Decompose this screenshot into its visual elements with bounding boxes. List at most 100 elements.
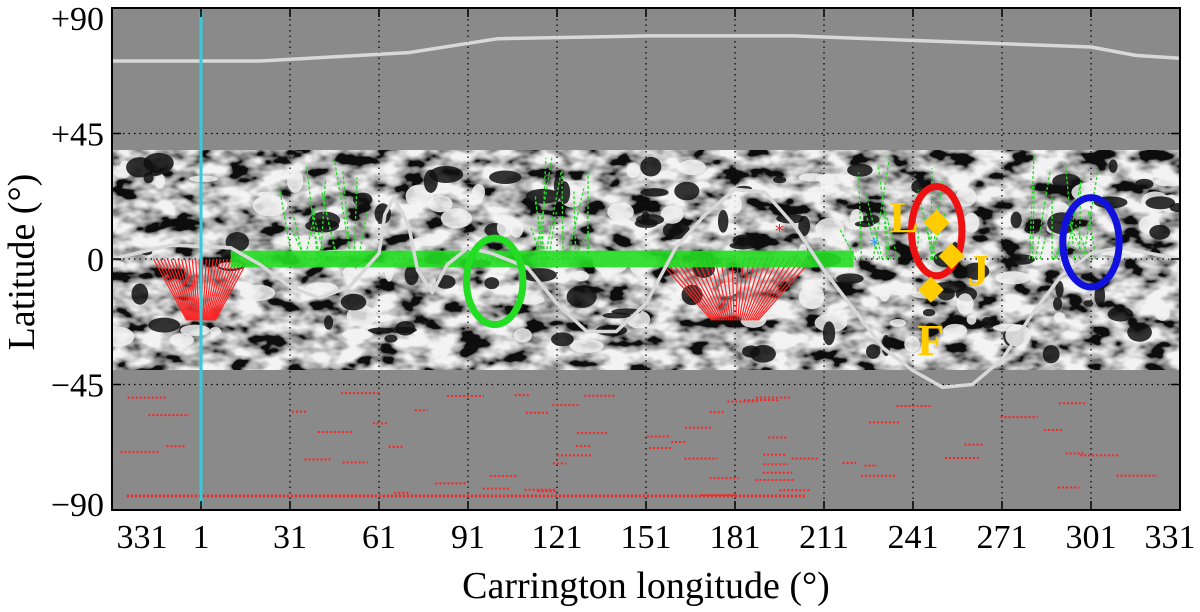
polarity-patch	[309, 211, 341, 230]
red-fan-line	[674, 258, 718, 321]
green-fieldline	[310, 205, 327, 260]
red-fan-line	[188, 258, 198, 321]
polarity-patch	[558, 181, 571, 204]
polarity-patch	[922, 308, 936, 317]
green-fieldline	[320, 180, 326, 260]
highlight-ellipses	[463, 182, 1123, 329]
red-fan-line	[742, 258, 762, 321]
polarity-patch	[1010, 211, 1022, 229]
polarity-patch	[484, 277, 500, 290]
green-fieldline	[1074, 224, 1091, 260]
polarity-patch	[963, 262, 990, 280]
x-tick-label-11: 301	[1066, 519, 1117, 556]
red-fan-line	[745, 258, 773, 321]
polarity-patch	[798, 285, 825, 310]
red-fan-line	[750, 258, 790, 321]
polarity-patch	[1052, 173, 1081, 189]
green-fieldline	[321, 196, 339, 260]
green-fieldline	[1066, 216, 1085, 260]
red-fan-line	[191, 258, 199, 321]
green-fieldline	[534, 199, 547, 260]
red-fan-line	[708, 258, 728, 321]
red-fan-line	[208, 258, 228, 321]
green-fieldline	[305, 164, 319, 260]
polarity-patch	[660, 205, 684, 224]
polarity-patch	[1169, 203, 1180, 213]
polarity-patch	[963, 212, 980, 233]
polarity-patch	[180, 324, 211, 336]
red-fieldlines	[120, 258, 1158, 498]
polarity-patch	[342, 329, 373, 341]
marker-label-L: L	[889, 193, 918, 242]
y-tick-labels: +90 +45 0 −45 −90	[51, 1, 104, 524]
overlay-layer: **	[112, 12, 1180, 506]
red-fan-line	[754, 258, 802, 321]
polarity-patch	[889, 319, 907, 327]
x-tick-label-7: 181	[710, 519, 761, 556]
polarity-patch	[607, 202, 634, 222]
polarity-patch	[865, 344, 881, 359]
red-fan-line	[213, 258, 246, 321]
polarity-patch	[626, 162, 641, 178]
polarity-patch	[836, 273, 864, 284]
red-fan-line	[210, 258, 235, 321]
red-fan-line	[735, 258, 739, 321]
polarity-patch	[573, 270, 590, 282]
polarity-patch	[323, 315, 334, 330]
green-fieldline	[304, 204, 318, 260]
green-fieldline	[1032, 186, 1035, 260]
red-fan-line	[714, 258, 730, 321]
green-fieldline	[534, 157, 553, 260]
green-fieldline	[1039, 234, 1047, 260]
red-fan-line	[204, 258, 214, 321]
polarity-patch	[1154, 177, 1180, 187]
polarity-patch	[634, 218, 658, 228]
polarity-patch	[904, 335, 920, 353]
polarity-patch	[384, 334, 398, 343]
polarity-patch	[640, 188, 669, 197]
highlight-ellipse-0	[463, 234, 527, 329]
marker-label-J: J	[967, 246, 989, 295]
green-fieldline	[534, 196, 544, 260]
green-fieldline	[1056, 236, 1063, 260]
polarity-patch	[440, 208, 472, 229]
polarity-patch	[1042, 345, 1060, 364]
green-fieldline	[926, 229, 938, 260]
polarity-patch	[131, 283, 149, 305]
polarity-patch	[367, 327, 395, 334]
polarity-patch	[489, 170, 522, 185]
polarity-patch	[742, 345, 761, 358]
red-fan-line	[725, 258, 734, 321]
polarity-patch	[287, 169, 304, 193]
polarity-patch	[143, 172, 154, 184]
polarity-patch	[995, 271, 1031, 285]
polarity-patch	[732, 234, 755, 247]
red-fan-line	[680, 258, 720, 321]
red-fan-line	[738, 258, 750, 321]
green-fieldline	[1034, 169, 1051, 260]
small-marker-1: *	[870, 235, 879, 256]
polarity-patch	[1052, 297, 1063, 311]
red-fan-line	[657, 258, 713, 321]
marker-diamond-J	[938, 243, 965, 270]
red-fan-line	[163, 258, 191, 321]
red-fan-line	[184, 258, 197, 321]
x-tick-label-12: 331	[1145, 519, 1196, 556]
green-fieldline	[544, 170, 563, 260]
y-tick-label-0: +90	[51, 1, 104, 38]
polarity-patch	[1149, 224, 1171, 240]
x-axis-title: Carrington longitude (°)	[462, 565, 830, 607]
polarity-patch	[252, 195, 288, 217]
green-fieldline	[1028, 155, 1035, 260]
polarity-patch	[239, 284, 276, 302]
red-fan-line	[740, 258, 756, 321]
polarity-patch	[1083, 300, 1094, 307]
polarity-patch	[943, 323, 968, 338]
y-tick-label-4: −90	[51, 487, 104, 524]
x-tick-label-8: 211	[799, 519, 849, 556]
polarity-patch	[472, 184, 486, 201]
polarity-patch	[1127, 322, 1152, 342]
polarity-patch	[956, 293, 974, 315]
polarity-patch	[847, 163, 873, 177]
